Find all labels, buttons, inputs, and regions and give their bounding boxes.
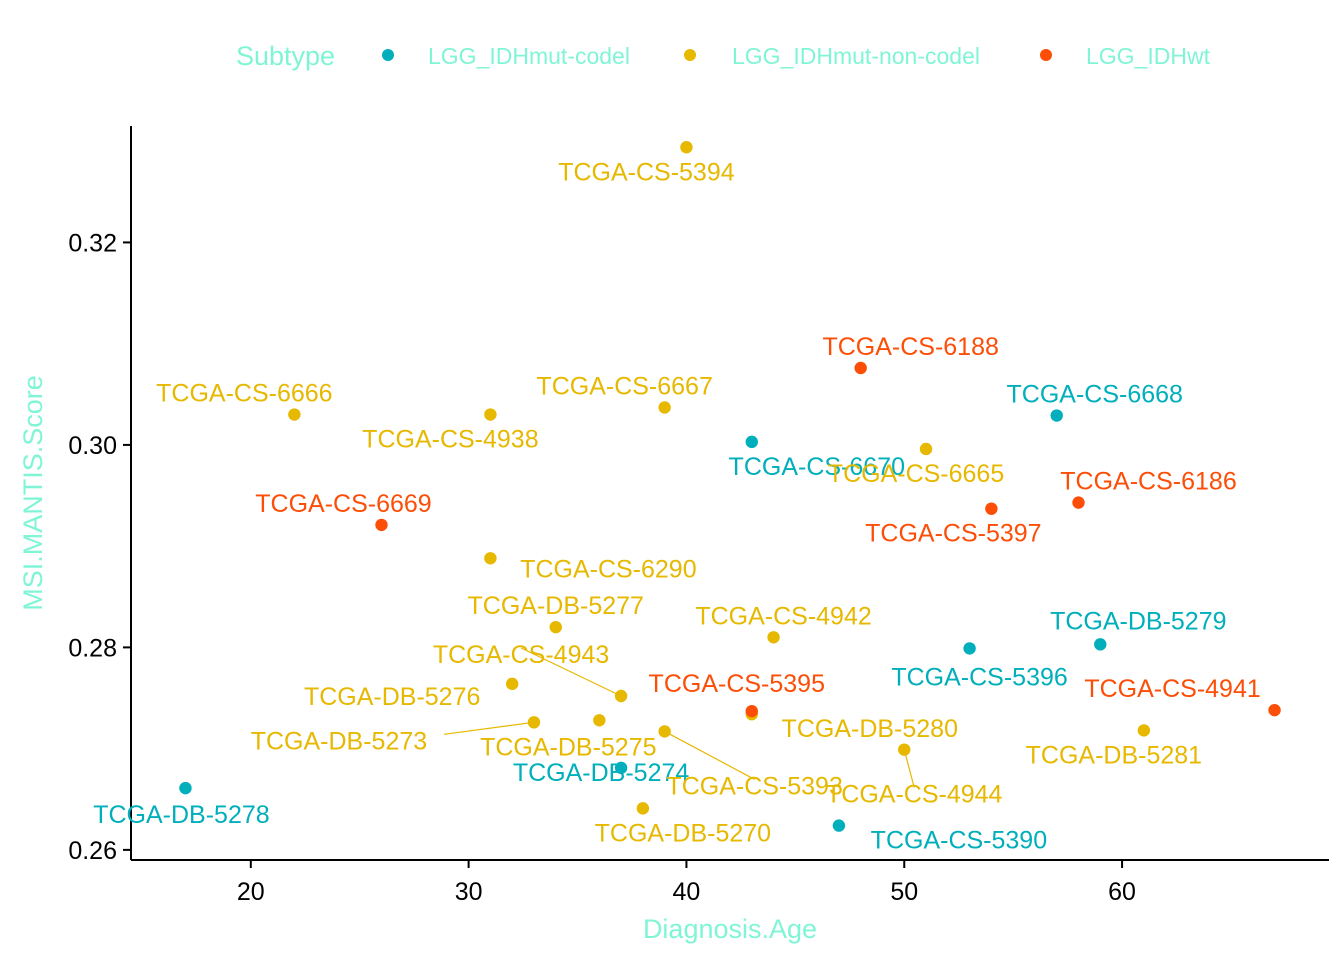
point-tcga-db-5275	[593, 714, 606, 727]
legend-label: LGG_IDHwt	[1086, 43, 1211, 69]
leader-tcga-cs-4944	[903, 749, 915, 788]
point-tcga-db-5274	[614, 761, 628, 775]
data-labels: TCGA-DB-5278TCGA-DB-5274TCGA-CS-6670TCGA…	[93, 158, 1261, 854]
point-tcga-cs-5394	[680, 141, 693, 154]
point-tcga-cs-6666	[288, 408, 301, 421]
leader-tcga-db-5273	[443, 721, 535, 735]
point-tcga-db-5273	[527, 716, 541, 729]
legend-label: LGG_IDHmut-non-codel	[732, 43, 980, 69]
label-tcga-db-5275: TCGA-DB-5275	[480, 733, 656, 761]
legend-items: LGG_IDHmut-codel LGG_IDHmut-non-codel LGG_…	[382, 43, 1211, 69]
label-tcga-cs-6666: TCGA-CS-6666	[156, 380, 332, 408]
label-tcga-db-5280: TCGA-DB-5280	[782, 715, 958, 743]
point-tcga-cs-6290	[484, 552, 497, 565]
label-tcga-cs-4938: TCGA-CS-4938	[362, 426, 538, 454]
point-tcga-cs-4943	[614, 689, 628, 703]
label-tcga-db-5277: TCGA-DB-5277	[468, 592, 644, 620]
leader-tcga-cs-5393	[664, 730, 755, 780]
label-tcga-db-5278: TCGA-DB-5278	[93, 801, 269, 829]
y-ticks: 0.26 0.28 0.30 0.32	[68, 229, 131, 865]
x-ticks: 20 30 40 50 60	[237, 860, 1136, 906]
label-tcga-cs-6668: TCGA-CS-6668	[1007, 381, 1183, 409]
label-tcga-cs-5396: TCGA-CS-5396	[891, 663, 1067, 691]
point-tcga-cs-4942	[767, 631, 780, 644]
legend-title: Subtype	[236, 41, 335, 71]
label-tcga-cs-4943: TCGA-CS-4943	[433, 641, 609, 669]
label-tcga-cs-5393: TCGA-CS-5393	[666, 772, 842, 800]
label-tcga-cs-6667: TCGA-CS-6667	[536, 372, 712, 400]
label-tcga-cs-5397: TCGA-CS-5397	[865, 520, 1041, 548]
point-tcga-cs-6186	[1072, 496, 1085, 509]
legend: Subtype LGG_IDHmut-codel LGG_IDHmut-non-c…	[236, 41, 1211, 71]
label-tcga-cs-5394: TCGA-CS-5394	[558, 158, 735, 186]
point-tcga-cs-4938	[484, 408, 497, 421]
point-tcga-cs-6665	[919, 442, 933, 456]
label-tcga-db-5281: TCGA-DB-5281	[1026, 741, 1202, 769]
y-tick-label: 0.32	[68, 229, 117, 257]
x-tick-label: 30	[455, 878, 483, 906]
point-tcga-cs-5390	[832, 819, 846, 832]
point-tcga-db-5278	[179, 781, 192, 795]
point-tcga-cs-5393	[658, 725, 671, 738]
label-tcga-db-5270: TCGA-DB-5270	[595, 819, 771, 847]
legend-key-lgg-idhwt	[1040, 49, 1052, 61]
leader-tcga-cs-4943	[520, 647, 622, 697]
point-tcga-cs-5395	[745, 704, 758, 718]
label-tcga-cs-6188: TCGA-CS-6188	[822, 333, 998, 361]
point-tcga-cs-4941	[1268, 703, 1281, 717]
label-leader-lines	[443, 647, 915, 788]
x-tick-label: 60	[1108, 878, 1136, 906]
data-points	[179, 141, 1281, 832]
axes: 20 30 40 50 60 0.26 0.28 0.30 0.32	[68, 126, 1329, 906]
y-tick-label: 0.28	[68, 634, 117, 662]
point-tcga-db-5281	[1137, 724, 1151, 737]
x-tick-label: 20	[237, 878, 265, 906]
label-tcga-cs-4942: TCGA-CS-4942	[695, 602, 871, 630]
point-tcga-cs-6667	[658, 401, 671, 414]
point-tcga-db-5276	[505, 677, 519, 691]
point-tcga-cs-4944	[898, 743, 911, 756]
x-tick-label: 50	[890, 878, 918, 906]
legend-key-lgg-idhmut-non-codel	[684, 49, 696, 61]
label-tcga-cs-6186: TCGA-CS-6186	[1060, 468, 1236, 496]
label-tcga-cs-6665: TCGA-CS-6665	[828, 460, 1004, 488]
point-tcga-cs-6669	[375, 518, 388, 532]
label-tcga-cs-5390: TCGA-CS-5390	[871, 827, 1047, 855]
x-axis-label: Diagnosis.Age	[643, 914, 817, 944]
point-tcga-cs-5396	[963, 642, 976, 655]
label-tcga-db-5279: TCGA-DB-5279	[1050, 607, 1226, 635]
label-tcga-db-5276: TCGA-DB-5276	[304, 683, 480, 711]
x-tick-label: 40	[673, 878, 701, 906]
y-axis-label: MSI.MANTIS.Score	[18, 375, 48, 611]
label-tcga-cs-5395: TCGA-CS-5395	[649, 670, 825, 698]
label-tcga-cs-6669: TCGA-CS-6669	[255, 490, 431, 518]
y-tick-label: 0.26	[68, 837, 117, 865]
point-tcga-db-5270	[636, 802, 650, 815]
legend-key-lgg-idhmut-codel	[382, 49, 394, 61]
label-tcga-cs-6670: TCGA-CS-6670	[729, 453, 905, 481]
label-tcga-cs-4944: TCGA-CS-4944	[826, 781, 1003, 809]
label-tcga-db-5273: TCGA-DB-5273	[251, 727, 427, 755]
point-tcga-cs-6670	[745, 435, 758, 449]
point-tcga-cs-6668	[1050, 409, 1063, 422]
point-tcga-cs-6188	[854, 361, 867, 375]
point-tcga-cs-5397	[985, 502, 998, 515]
y-tick-label: 0.30	[68, 432, 117, 460]
legend-label: LGG_IDHmut-codel	[428, 43, 630, 69]
label-tcga-cs-4941: TCGA-CS-4941	[1084, 675, 1260, 703]
point-tcga-db-5279	[1094, 638, 1107, 651]
label-tcga-db-5274: TCGA-DB-5274	[513, 759, 690, 787]
label-tcga-cs-6290: TCGA-CS-6290	[520, 555, 696, 583]
point-tcga-db-5277	[549, 620, 562, 634]
